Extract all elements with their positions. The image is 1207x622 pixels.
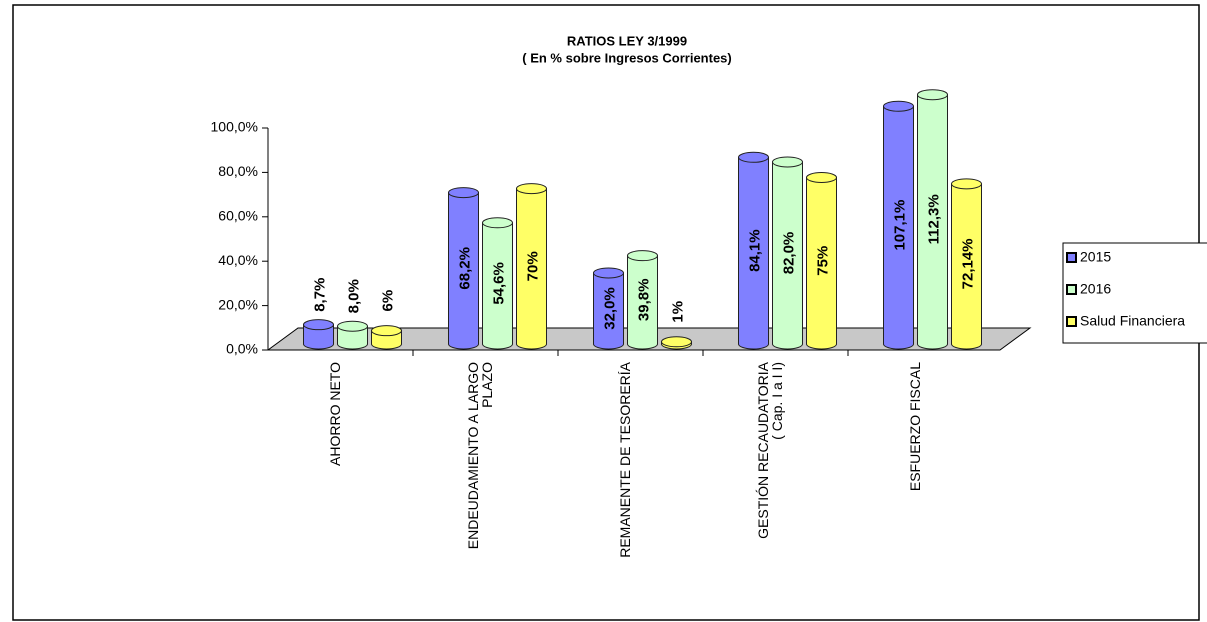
- bar: [303, 319, 334, 350]
- legend-label: 2016: [1080, 281, 1111, 297]
- chart-title: RATIOS LEY 3/1999: [567, 33, 687, 48]
- y-tick-label: 40,0%: [218, 252, 258, 268]
- bar-body-cover: [483, 222, 512, 344]
- bar-body-cover: [739, 157, 768, 344]
- bar-top: [806, 172, 837, 183]
- bar-top: [448, 187, 479, 199]
- bar: [772, 156, 803, 350]
- bar: [516, 183, 547, 350]
- bar-top: [738, 151, 769, 163]
- bar-top: [337, 320, 368, 332]
- bar-top: [951, 178, 982, 190]
- value-label: 6%: [379, 290, 396, 312]
- bar-top: [482, 217, 513, 229]
- bar: [661, 336, 692, 350]
- value-label: 72,14%: [959, 238, 976, 289]
- bar-body-cover: [594, 272, 623, 344]
- bar-top: [883, 100, 914, 112]
- bar-top: [371, 325, 402, 337]
- bar: [917, 89, 948, 350]
- bar-body-cover: [628, 255, 657, 344]
- value-label: 70%: [524, 251, 541, 281]
- legend-label: Salud Financiera: [1080, 313, 1185, 329]
- bar-body-cover: [952, 183, 981, 344]
- x-tick-label: AHORRO NETO: [327, 362, 343, 466]
- bar-body-cover: [807, 177, 836, 344]
- bar-top: [917, 89, 948, 101]
- bar-top: [772, 156, 803, 168]
- legend-box: [1062, 242, 1207, 344]
- x-tick-label: PLAZO: [479, 362, 495, 408]
- value-label: 8,7%: [311, 278, 328, 312]
- value-label: 82,0%: [780, 232, 797, 275]
- value-label: 39,8%: [635, 279, 652, 322]
- legend-swatch: [1066, 252, 1077, 263]
- y-tick-label: 0,0%: [226, 341, 258, 357]
- x-tick-label: GESTIÓN RECAUDATORIA: [755, 361, 771, 539]
- bar: [482, 217, 513, 350]
- legend-swatch: [1066, 284, 1077, 295]
- bar: [806, 172, 837, 350]
- bar: [738, 151, 769, 350]
- y-tick-label: 100,0%: [211, 119, 258, 135]
- y-tick-label: 20,0%: [218, 296, 258, 312]
- value-label: 32,0%: [601, 287, 618, 330]
- bar-top: [516, 183, 547, 195]
- bar: [448, 187, 479, 350]
- bar-top: [661, 336, 692, 348]
- bar: [371, 325, 402, 350]
- value-label: 54,6%: [490, 262, 507, 305]
- value-label: 112,3%: [925, 194, 942, 244]
- bar-top: [627, 250, 658, 262]
- value-label: 107,1%: [891, 200, 908, 251]
- value-label: 75%: [814, 246, 831, 276]
- bar: [627, 250, 658, 350]
- x-tick-label: ESFUERZO FISCAL: [907, 362, 923, 491]
- chart-subtitle: ( En % sobre Ingresos Corrientes): [522, 50, 732, 65]
- legend-swatch: [1066, 316, 1077, 327]
- value-label: 8,0%: [345, 279, 362, 313]
- x-tick-label: ENDEUDAMIENTO A LARGO: [465, 362, 481, 549]
- y-tick-label: 60,0%: [218, 208, 258, 224]
- bar: [883, 100, 914, 350]
- bar: [593, 267, 624, 350]
- bar-body-cover: [773, 161, 802, 344]
- bar-body-cover: [517, 188, 546, 344]
- bar-body-cover: [884, 106, 913, 344]
- x-tick-label: ( Cap. I a I I): [769, 362, 785, 440]
- bar: [337, 320, 368, 350]
- x-tick-label: REMANENTE DE TESORERÍA: [617, 361, 633, 557]
- value-label: 68,2%: [456, 247, 473, 290]
- bar-top: [593, 267, 624, 279]
- bar-body-cover: [918, 94, 947, 344]
- bar-body-cover: [449, 192, 478, 344]
- y-tick-label: 80,0%: [218, 163, 258, 179]
- value-label: 1%: [669, 301, 686, 323]
- bar: [951, 178, 982, 350]
- bar-top: [303, 319, 334, 331]
- legend-label: 2015: [1080, 249, 1111, 265]
- value-label: 84,1%: [746, 229, 763, 272]
